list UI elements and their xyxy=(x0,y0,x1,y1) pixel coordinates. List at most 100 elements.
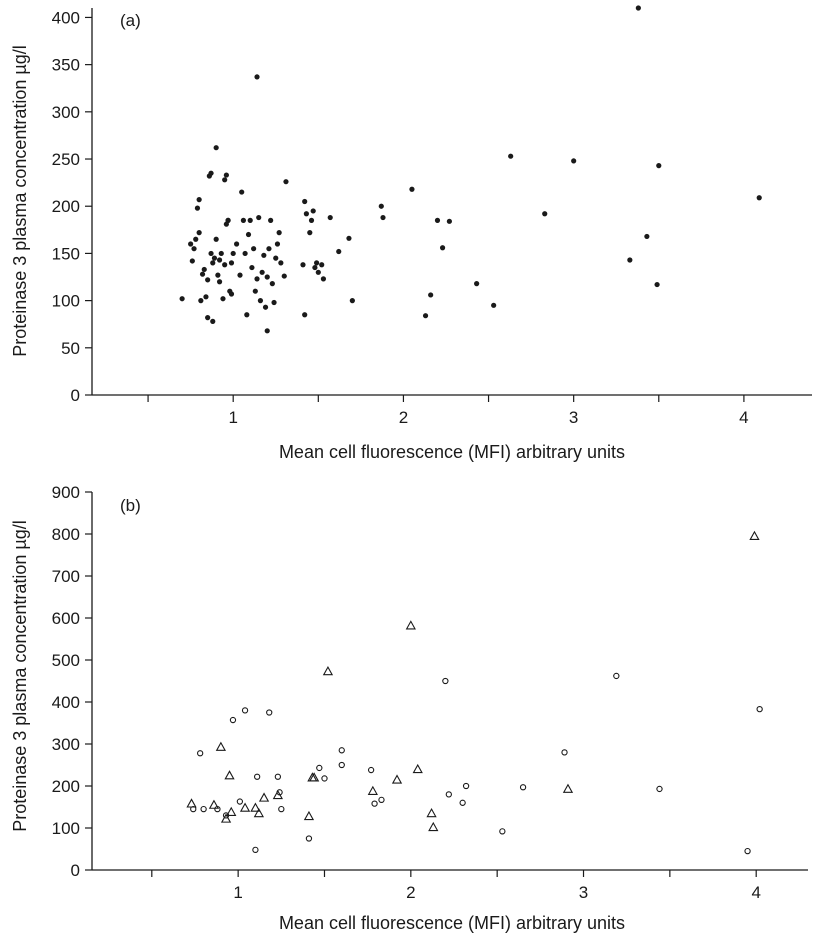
panel-b-data-point-triangle xyxy=(428,821,439,832)
panel-a-label: (a) xyxy=(120,11,141,30)
panel-b-y-tick-label: 300 xyxy=(52,735,80,754)
panel-a-data-point xyxy=(434,217,441,223)
panel-a-y-tick-label: 100 xyxy=(52,292,80,311)
panel-b-y-tick-label: 900 xyxy=(52,483,80,502)
panel-a-data-point xyxy=(257,298,264,304)
panel-b-y-tick-label: 200 xyxy=(52,777,80,796)
panel-b-y-axis-label: Proteinase 3 plasma concentration µg/l xyxy=(10,520,30,832)
panel-b-data-point-triangle xyxy=(224,770,235,780)
panel-a-y-tick-label: 400 xyxy=(52,8,80,27)
panel-a-data-point xyxy=(571,158,577,164)
panel-a-data-point xyxy=(336,248,342,255)
panel-a-data-point xyxy=(218,250,224,257)
panel-a-data-point xyxy=(409,186,415,192)
panel-a-data-point xyxy=(247,217,253,223)
panel-a-data-point xyxy=(446,218,452,224)
panel-a-data-point xyxy=(656,163,662,169)
panel-b-y-tick-label: 600 xyxy=(52,609,80,628)
panel-b-data-point-circle xyxy=(462,782,470,790)
panel-a-data-point xyxy=(199,271,206,277)
panel-b-data-point-triangle xyxy=(426,807,437,818)
panel-a-data-point xyxy=(422,313,429,319)
panel-b-data-point-circle xyxy=(278,805,285,813)
panel-a-data-point xyxy=(213,236,219,242)
panel-a-data-point xyxy=(266,246,272,252)
panel-b-y-tick-label: 400 xyxy=(52,693,80,712)
panel-a: (a) Mean cell fluorescence (MFI) arbitra… xyxy=(10,5,812,462)
panel-a-data-point xyxy=(233,241,240,247)
panel-a-data-point xyxy=(220,296,226,302)
panel-b-data-point-circle xyxy=(252,846,259,853)
panel-a-y-tick-label: 300 xyxy=(52,103,80,122)
panel-b-x-tick-label: 2 xyxy=(406,883,415,902)
panel-a-data-point xyxy=(240,217,247,223)
panel-b-data-point-triangle xyxy=(239,802,251,812)
panel-a-data-point xyxy=(327,214,333,221)
panel-b-x-tick-label: 4 xyxy=(751,883,760,902)
panel-a-data-point xyxy=(254,276,260,282)
panel-a-data-point xyxy=(302,312,308,318)
panel-a-data-point xyxy=(310,208,316,214)
panel-b-data-point-circle xyxy=(253,773,261,780)
panel-b-x-axis-label: Mean cell fluorescence (MFI) arbitrary u… xyxy=(279,913,625,933)
panel-a-data-point xyxy=(302,198,308,205)
panel-a-data-point xyxy=(508,153,514,159)
panel-a-data-point xyxy=(312,264,318,271)
panel-b-data-point-circle xyxy=(371,800,378,807)
panel-a-data-point xyxy=(188,241,194,247)
panel-a-data-point xyxy=(319,262,325,268)
panel-b-data-point-triangle xyxy=(391,774,403,784)
panel-a-data-point xyxy=(203,294,209,300)
panel-a-data-point xyxy=(216,279,223,285)
panel-b-data-point-triangle xyxy=(272,789,283,800)
panel-a-data-point xyxy=(254,74,260,80)
panel-a-data-point xyxy=(268,217,274,223)
panel-a-data-point xyxy=(230,250,236,257)
panel-a-data-point xyxy=(274,241,281,247)
panel-a-data-point xyxy=(222,262,228,268)
panel-b-data-point-triangle xyxy=(186,798,197,808)
panel-b-data-point-circle xyxy=(229,716,237,724)
panel-b-data-point-triangle xyxy=(405,620,416,630)
panel-a-data-point xyxy=(179,296,185,302)
panel-a-data-point xyxy=(378,203,384,209)
panel-a-y-tick-label: 0 xyxy=(71,386,80,405)
panel-a-data-point xyxy=(193,236,199,242)
panel-a-data-point xyxy=(271,299,277,306)
panel-a-data-point xyxy=(315,269,321,275)
panel-a-data-point xyxy=(245,231,252,238)
panel-b-data-point-circle xyxy=(561,749,568,756)
panel-a-data-point xyxy=(210,318,216,324)
panel-a-data-point xyxy=(198,298,204,304)
panel-a-data-point xyxy=(215,272,221,278)
panel-b-data-point-circle xyxy=(656,785,663,793)
panel-a-data-point xyxy=(259,269,265,275)
panel-a-data-point xyxy=(283,179,289,185)
panel-b-data-point-circle xyxy=(197,750,204,757)
panel-b-y-tick-label: 500 xyxy=(52,651,80,670)
panel-b-data-point-circle xyxy=(338,761,345,769)
panel-a-data-point xyxy=(264,274,270,280)
panel-a-x-tick-label: 1 xyxy=(228,408,237,427)
panel-a-data-point xyxy=(264,328,270,334)
panel-a-data-point xyxy=(635,5,641,11)
panel-a-data-point xyxy=(474,281,480,287)
panel-a-data-point xyxy=(244,312,250,318)
panel-b-data-point-circle xyxy=(266,709,273,716)
panel-b-data-point-circle xyxy=(499,828,506,835)
panel-b-data-point-triangle xyxy=(412,763,423,774)
panel-a-data-point xyxy=(237,272,243,278)
panel-b-data-point-circle xyxy=(200,805,207,813)
panel-a-data-point xyxy=(262,304,269,310)
panel-a-data-point xyxy=(205,315,211,321)
panel-a-data-point xyxy=(225,217,231,223)
panel-a-data-point xyxy=(222,177,228,183)
panel-a-x-tick-label: 2 xyxy=(399,408,408,427)
panel-a-data-point xyxy=(269,281,275,287)
panel-a-data-point xyxy=(428,292,434,298)
panel-a-y-tick-label: 150 xyxy=(52,244,80,263)
panel-a-x-tick-label: 4 xyxy=(739,408,748,427)
panel-a-data-point xyxy=(252,288,258,294)
panel-a-data-point xyxy=(542,211,548,217)
